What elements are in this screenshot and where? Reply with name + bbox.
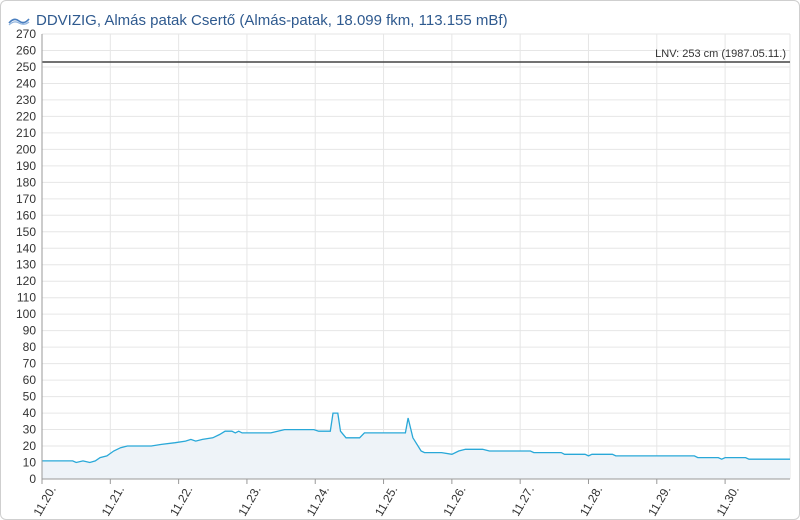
y-tick-label: 100 [16,307,36,321]
axes [41,34,790,484]
y-tick-label: 220 [16,109,36,123]
x-axis-ticks: 11.20. 11.21. 11.22. 11.23. 11.24. 11.25. 11.2… [30,483,741,518]
x-tick-label: 11.22. [167,483,195,518]
y-tick-label: 90 [23,324,37,338]
y-tick-label: 150 [16,225,36,239]
y-tick-label: 170 [16,192,36,206]
series-line [42,412,790,464]
y-tick-label: 60 [23,373,37,387]
y-tick-label: 160 [16,208,36,222]
lnv-reference-label: LNV: 253 cm (1987.05.11.) [655,48,786,60]
y-tick-label: 200 [16,142,36,156]
x-tick-label: 11.21. [99,483,127,518]
x-tick-label: 11.23. [235,483,263,518]
y-tick-label: 270 [16,27,36,41]
chart-title: DDVIZIG, Almás patak Csertő (Almás-patak… [36,11,508,29]
y-tick-label: 110 [17,291,36,305]
y-tick-label: 50 [23,390,37,404]
chart-header: DDVIZIG, Almás patak Csertő (Almás-patak… [8,8,508,32]
y-axis-ticks: 0 10 20 30 40 50 60 70 80 90 100 110 120 130 140 150 160… [16,27,36,486]
x-tick-label: 11.27. [509,483,537,518]
reference-layer: LNV: 253 cm (1987.05.11.) [42,48,790,63]
y-tick-label: 30 [23,423,37,437]
y-tick-label: 70 [23,357,37,371]
y-tick-label: 0 [29,472,36,486]
grid [41,33,791,480]
y-tick-label: 80 [23,340,37,354]
x-tick-label: 11.25. [372,483,400,518]
y-tick-label: 230 [16,93,36,107]
y-tick-label: 240 [16,76,36,90]
y-tick-label: 120 [16,274,36,288]
x-tick-label: 11.29. [645,483,673,518]
ddvizig-logo-icon [8,13,30,27]
x-tick-label: 11.30. [714,483,742,518]
area-layer [42,412,790,479]
y-tick-label: 180 [16,175,36,189]
x-tick-label: 11.26. [440,483,468,518]
x-tick-label: 11.28. [577,483,605,518]
y-tick-label: 190 [16,159,36,173]
y-tick-label: 10 [23,456,37,470]
y-tick-label: 210 [16,126,36,140]
y-tick-label: 40 [23,406,37,420]
x-tick-label: 11.20. [30,483,58,518]
y-tick-label: 260 [16,43,36,57]
y-tick-label: 130 [16,258,36,272]
x-tick-label: 11.24. [304,483,332,518]
y-tick-label: 20 [23,439,37,453]
y-tick-label: 250 [16,60,36,74]
series-area [42,413,790,479]
y-tick-label: 140 [16,241,36,255]
